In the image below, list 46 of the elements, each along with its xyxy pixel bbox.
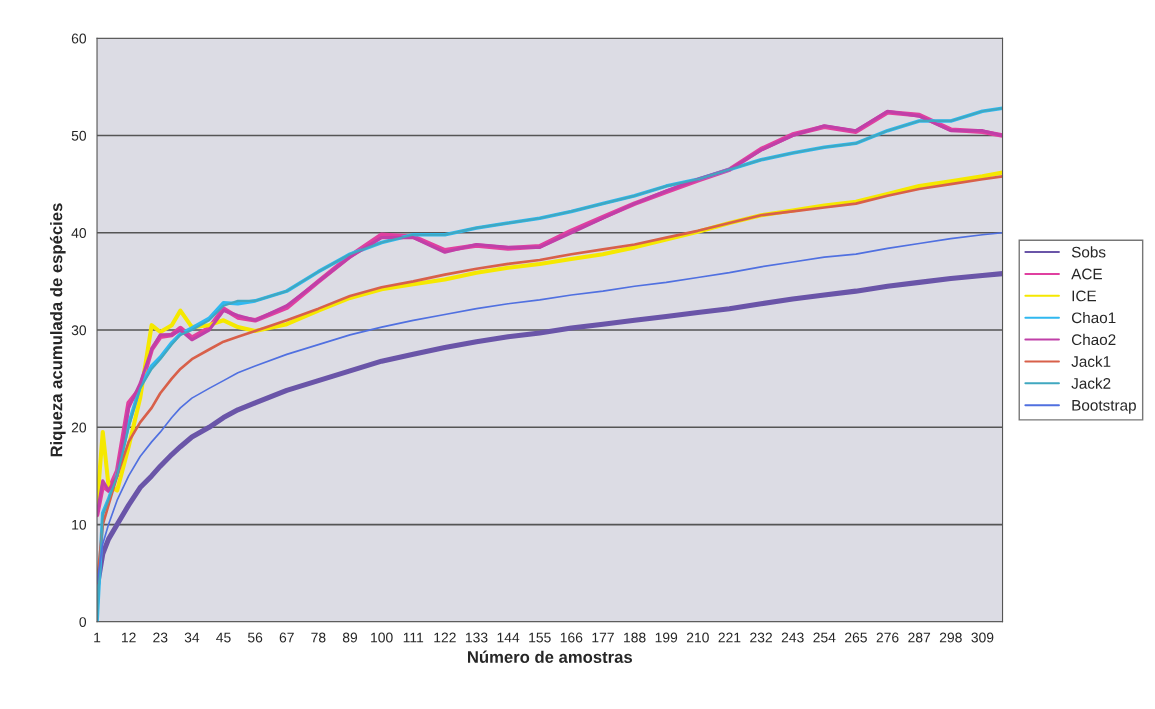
x-tick-label: 298 <box>939 632 962 643</box>
x-tick-label: 221 <box>718 632 741 643</box>
legend-label: Chao2 <box>1071 333 1116 346</box>
x-tick-label: 12 <box>121 632 136 643</box>
x-tick-label: 276 <box>876 632 899 643</box>
y-tick-label: 40 <box>71 228 87 238</box>
y-tick-label: 10 <box>72 519 87 530</box>
x-tick-label: 78 <box>311 632 326 643</box>
x-tick-label: 67 <box>279 632 294 643</box>
x-tick-label: 265 <box>845 632 867 643</box>
x-tick-label: 34 <box>184 632 200 643</box>
x-tick-label: 254 <box>813 632 836 643</box>
x-tick-label: 56 <box>247 632 263 643</box>
legend-label: Chao1 <box>1071 311 1116 324</box>
x-tick-label: 122 <box>434 632 456 643</box>
x-tick-label: 89 <box>342 632 358 643</box>
x-tick-label: 177 <box>592 632 614 643</box>
x-tick-label: 232 <box>750 632 772 643</box>
legend-label: Jack1 <box>1071 355 1111 367</box>
y-tick-label: 30 <box>71 325 87 336</box>
y-tick-label: 50 <box>71 130 87 141</box>
x-tick-label: 45 <box>216 632 231 643</box>
legend-label: Bootstrap <box>1072 400 1136 414</box>
x-tick-label: 309 <box>971 632 994 643</box>
y-tick-label: 20 <box>71 422 87 433</box>
x-tick-label: 199 <box>655 632 678 643</box>
y-tick-label: 0 <box>79 617 87 627</box>
x-tick-label: 155 <box>529 632 551 643</box>
x-tick-label: 100 <box>371 632 393 643</box>
legend-label: Jack2 <box>1071 377 1111 389</box>
x-tick-label: 166 <box>560 632 583 643</box>
x-tick-label: 144 <box>497 632 520 643</box>
x-tick-label: 243 <box>781 632 804 643</box>
x-tick-label: 287 <box>908 632 931 643</box>
legend-label: Sobs <box>1071 246 1106 258</box>
x-tick-label: 133 <box>465 632 488 643</box>
x-tick-label: 210 <box>686 632 709 643</box>
x-axis-title: Número de amostras <box>468 650 632 663</box>
x-tick-label: 23 <box>153 632 168 643</box>
x-tick-label: 188 <box>624 632 646 643</box>
y-tick-label: 60 <box>71 33 87 44</box>
x-tick-label: 1 <box>94 632 101 643</box>
x-tick-label: 111 <box>403 632 424 643</box>
y-axis-title: Riqueza acumulada de espécies <box>49 203 66 457</box>
legend-label: ACE <box>1071 268 1102 280</box>
legend-label: ICE <box>1072 290 1096 302</box>
